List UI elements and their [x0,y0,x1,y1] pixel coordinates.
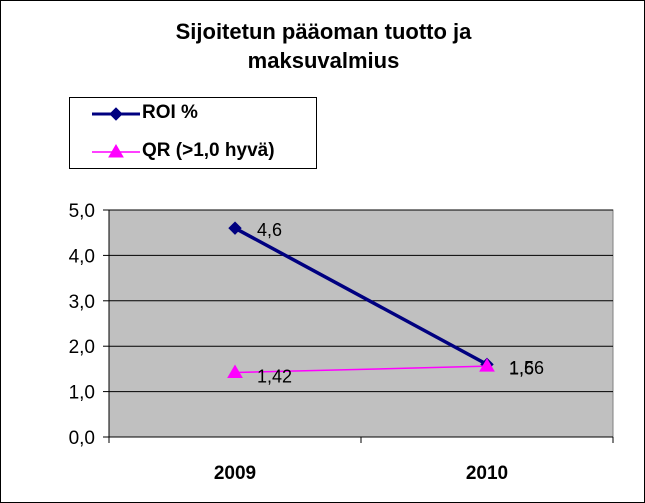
legend-label-roi: ROI % [142,102,198,123]
plot-background [108,209,614,438]
x-tick-label-2010: 2010 [466,463,508,484]
chart-title: Sijoitetun pääoman tuotto ja maksuvalmiu… [1,17,645,75]
point-0-0 [228,221,242,235]
series-line-1 [234,365,488,374]
chart-title-line-2: maksuvalmius [247,48,400,73]
x-tick-label-2009: 2009 [214,463,256,484]
data-label-1-1: 1,56 [509,358,544,378]
y-tick-label-2: 2,0 [69,337,95,358]
data-label-1-0: 1,42 [257,367,292,387]
y-tick-label-0: 0,0 [69,428,95,449]
legend-swatch-qr [92,144,140,158]
legend-item-qr: QR (>1,0 hyvä) [70,136,316,166]
legend-label-qr: QR (>1,0 hyvä) [142,140,275,161]
legend-swatch-roi [92,107,140,121]
y-tick-label-4: 4,0 [69,246,95,267]
point-1-0 [227,364,243,379]
legend: ROI % QR (>1,0 hyvä) [69,97,317,169]
data-label-0-0: 4,6 [257,220,282,240]
y-tick-label-5: 5,0 [69,201,95,222]
chart-title-line-1: Sijoitetun pääoman tuotto ja [175,19,472,44]
data-label-0-1: 1,6 [509,358,534,378]
legend-item-roi: ROI % [70,98,316,128]
y-tick-label-3: 3,0 [69,292,95,313]
y-tick-label-1: 1,0 [69,383,95,404]
point-1-1 [479,358,495,372]
series-line-0 [234,226,488,366]
